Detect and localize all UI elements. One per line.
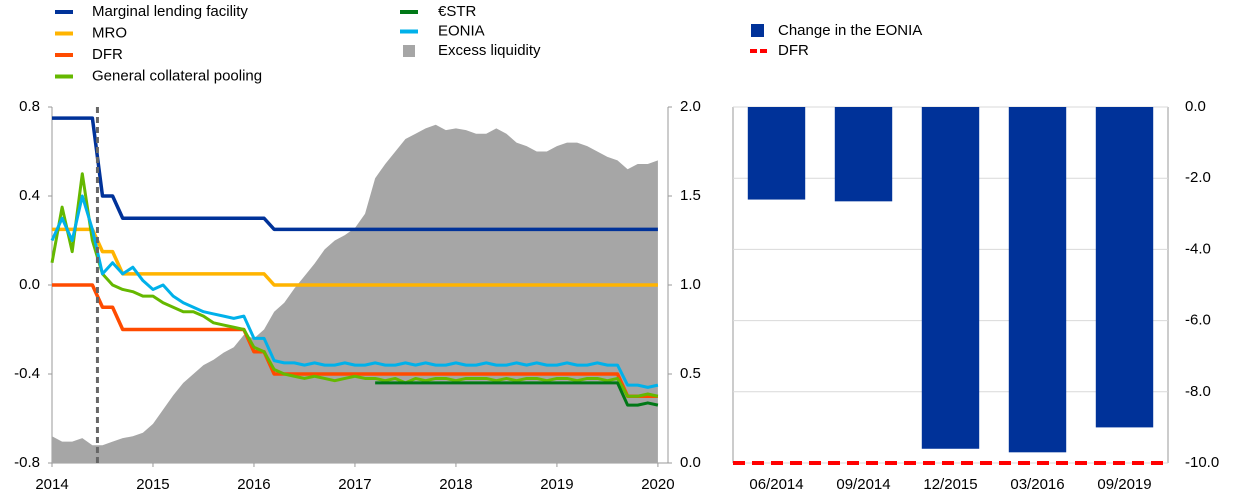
y2-tick-label: 2.0 — [680, 98, 701, 115]
x-tick-label: 2017 — [338, 476, 371, 493]
y-tick-label: -2.0 — [1185, 169, 1211, 186]
bar — [834, 107, 893, 202]
y-tick-label: -6.0 — [1185, 312, 1211, 329]
x-tick-label: 03/2016 — [1010, 476, 1064, 493]
y-tick-label: -8.0 — [1185, 383, 1211, 400]
line — [50, 172, 659, 398]
y-tick-label: 0.8 — [19, 98, 40, 115]
line — [52, 283, 658, 398]
legend-label: Change in the EONIA — [778, 22, 922, 39]
line — [50, 194, 659, 389]
x-tick-label: 09/2019 — [1097, 476, 1151, 493]
legend-label: €STR — [438, 3, 477, 20]
x-tick-label: 2018 — [439, 476, 472, 493]
x-tick-label: 06/2014 — [749, 476, 803, 493]
y-tick-label: 0.0 — [19, 276, 40, 293]
x-tick-label: 12/2015 — [923, 476, 977, 493]
y2-tick-label: 0.5 — [680, 365, 701, 382]
bar — [747, 107, 806, 200]
bar — [1095, 107, 1154, 428]
y-tick-label: -0.4 — [14, 365, 40, 382]
y2-tick-label: 1.0 — [680, 276, 701, 293]
line — [52, 227, 658, 287]
x-tick-label: 2014 — [35, 476, 68, 493]
legend-label: Excess liquidity — [438, 42, 541, 59]
legend-marker — [403, 45, 415, 57]
y-tick-label: 0.0 — [1185, 98, 1206, 115]
line — [375, 381, 659, 407]
y2-tick-label: 1.5 — [680, 187, 701, 204]
legend-label: DFR — [778, 42, 809, 59]
y-tick-label: 0.4 — [19, 187, 40, 204]
y-tick-label: -0.8 — [14, 454, 40, 471]
legend-label: MRO — [92, 24, 127, 41]
x-tick-label: 2019 — [540, 476, 573, 493]
legend-label: General collateral pooling — [92, 67, 262, 84]
y2-tick-label: 0.0 — [680, 454, 701, 471]
x-tick-label: 2020 — [641, 476, 674, 493]
legend-label: Marginal lending facility — [92, 3, 248, 20]
area — [52, 124, 658, 464]
y-tick-label: -10.0 — [1185, 454, 1219, 471]
bar — [1008, 107, 1067, 453]
x-tick-label: 09/2014 — [836, 476, 890, 493]
x-tick-label: 2015 — [136, 476, 169, 493]
legend-label: DFR — [92, 46, 123, 63]
legend-marker — [751, 24, 764, 37]
line — [52, 116, 658, 232]
legend-label: EONIA — [438, 22, 485, 39]
y-tick-label: -4.0 — [1185, 240, 1211, 257]
x-tick-label: 2016 — [237, 476, 270, 493]
bar — [921, 107, 980, 449]
